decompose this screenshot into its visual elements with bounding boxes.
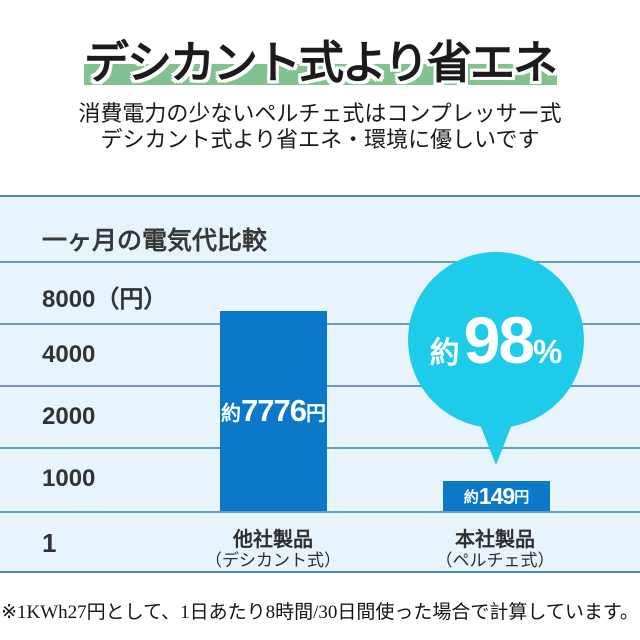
savings-bubble: 約 98 % [408, 252, 584, 428]
savings-percentage: 約 98 % [430, 307, 563, 373]
y-axis-tick-2000: 2000 [42, 403, 96, 430]
bar-value-prefix: 約 [221, 402, 242, 425]
y-axis-tick-8000: 8000（円） [42, 286, 168, 313]
gridline [0, 511, 640, 513]
page-title: デシカント式より省エネ [83, 37, 558, 88]
bar-competitor-cost: 約 7776 円 [220, 311, 327, 511]
subtitle: 消費電力の少ないペルチェ式はコンプレッサー式 デシカント式より省エネ・環境に優し… [0, 101, 640, 153]
y-axis-tick-1000: 1000 [42, 465, 96, 492]
subtitle-line-2: デシカント式より省エネ・環境に優しいです [100, 127, 540, 152]
category-name: 他社製品 [233, 529, 313, 551]
bar-value-suffix: 円 [514, 488, 530, 506]
title-highlight-bar [84, 64, 557, 85]
bar-value-prefix: 約 [463, 488, 479, 506]
bar-value-suffix: 円 [305, 402, 326, 425]
savings-suffix: % [533, 333, 563, 370]
savings-prefix: 約 [429, 337, 460, 370]
bar-value: 7776 [241, 393, 307, 428]
chart-panel: 一ヶ月の電気代比較 8000（円） 4000 2000 1000 1 約 7776… [0, 195, 640, 573]
savings-value: 98 [463, 303, 535, 377]
category-name: 本社製品 [455, 529, 535, 551]
y-axis-tick-1: 1 [42, 528, 57, 558]
calculation-note: ※1KWh27円として、1日あたり8時間/30日間使った場合で計算しています。 [1, 602, 639, 623]
x-label-competitor: 他社製品 （デシカント式） [163, 529, 383, 571]
subtitle-line-1: 消費電力の少ないペルチェ式はコンプレッサー式 [78, 101, 562, 126]
bar-value: 149 [478, 482, 515, 509]
category-type: （ペルチェ式） [435, 551, 555, 570]
x-label-our-product: 本社製品 （ペルチェ式） [385, 529, 605, 571]
bar-our-product-cost: 約 149 円 [443, 481, 550, 511]
y-axis-tick-4000: 4000 [42, 341, 96, 368]
gridline [0, 261, 640, 263]
chart-title: 一ヶ月の電気代比較 [42, 227, 268, 255]
category-type: （デシカント式） [205, 551, 341, 570]
